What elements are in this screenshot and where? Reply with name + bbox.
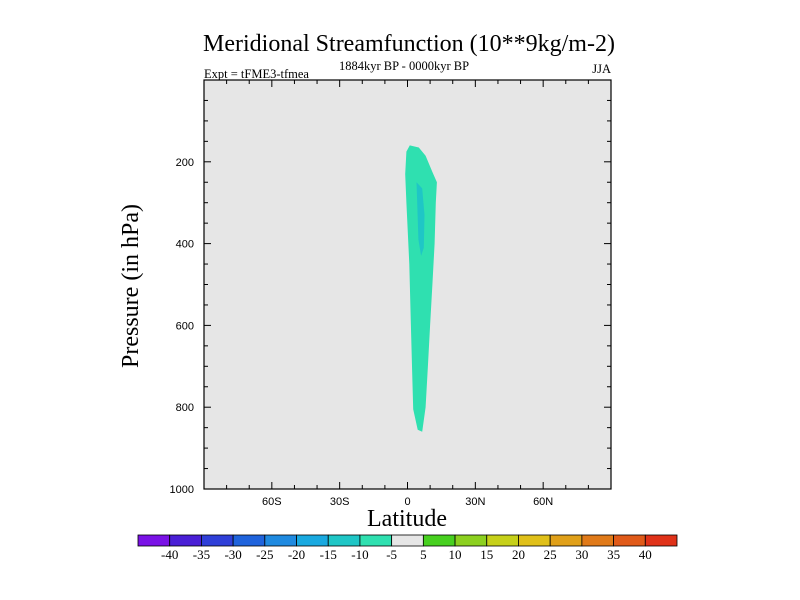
colorbar-box (644, 534, 678, 547)
contour-region--15-to--10 (416, 182, 425, 256)
x-tick-label: 30N (465, 496, 485, 508)
x-axis-label: Latitude (367, 506, 447, 532)
colorbar-box (391, 534, 424, 547)
y-tick-label: 600 (176, 320, 194, 332)
colorbar-label: 5 (420, 547, 427, 562)
x-tick-label: 30S (330, 496, 350, 508)
colorbar-label: 15 (480, 547, 493, 562)
period-label: 1884kyr BP - 0000kyr BP (339, 59, 469, 73)
colorbar-label: 25 (544, 547, 557, 562)
colorbar-label: -15 (320, 547, 337, 562)
colorbar-label: -40 (161, 547, 178, 562)
colorbar-label: 20 (512, 547, 525, 562)
y-tick-label: 800 (176, 402, 194, 414)
colorbar-label: 30 (575, 547, 588, 562)
x-tick-label: 0 (404, 496, 410, 508)
y-tick-label: 1000 (170, 484, 194, 496)
y-tick-label: 200 (176, 157, 194, 169)
y-tick-label: 400 (176, 239, 194, 251)
colorbar-box (518, 534, 551, 547)
colorbar-box (359, 534, 393, 547)
colorbar-box (169, 534, 202, 547)
colorbar-box (296, 534, 329, 547)
colorbar-box (549, 534, 583, 547)
colorbar-label: 35 (607, 547, 620, 562)
colorbar-box (327, 534, 361, 547)
colorbar-label: -10 (351, 547, 368, 562)
colorbar-label: -5 (386, 547, 397, 562)
colorbar-box (232, 534, 266, 547)
colorbar-box (422, 534, 456, 547)
colorbar-box (137, 534, 171, 547)
x-tick-label: 60S (262, 496, 282, 508)
colorbar-label: 40 (639, 547, 652, 562)
colorbar-label: -25 (256, 547, 273, 562)
experiment-label: Expt = tFME3-tfmea (204, 67, 309, 81)
colorbar-box (486, 534, 519, 547)
axes: 200 400 600 800 1000 60S 30S 0 30N 60N (170, 79, 612, 508)
colorbar-label: -30 (224, 547, 241, 562)
contour-region--10-to--5 (405, 145, 437, 432)
y-axis-label: Pressure (in hPa) (118, 204, 144, 368)
colorbar: -40 -35 -30 -25 -20 -15 -10 -5 5 10 15 20 25 30 35 40 (137, 534, 678, 562)
chart-title: Meridional Streamfunction (10**9kg/m-2) (203, 31, 615, 57)
colorbar-label: -20 (288, 547, 305, 562)
colorbar-box (454, 534, 488, 547)
colorbar-box (613, 534, 646, 547)
colorbar-box (581, 534, 614, 547)
x-tick-label: 60N (533, 496, 553, 508)
colorbar-label: 10 (449, 547, 462, 562)
season-label: JJA (592, 62, 611, 76)
colorbar-box (264, 534, 297, 547)
colorbar-label: -35 (193, 547, 210, 562)
colorbar-box (201, 534, 234, 547)
plot-background (204, 80, 611, 489)
plot-area (204, 80, 611, 489)
